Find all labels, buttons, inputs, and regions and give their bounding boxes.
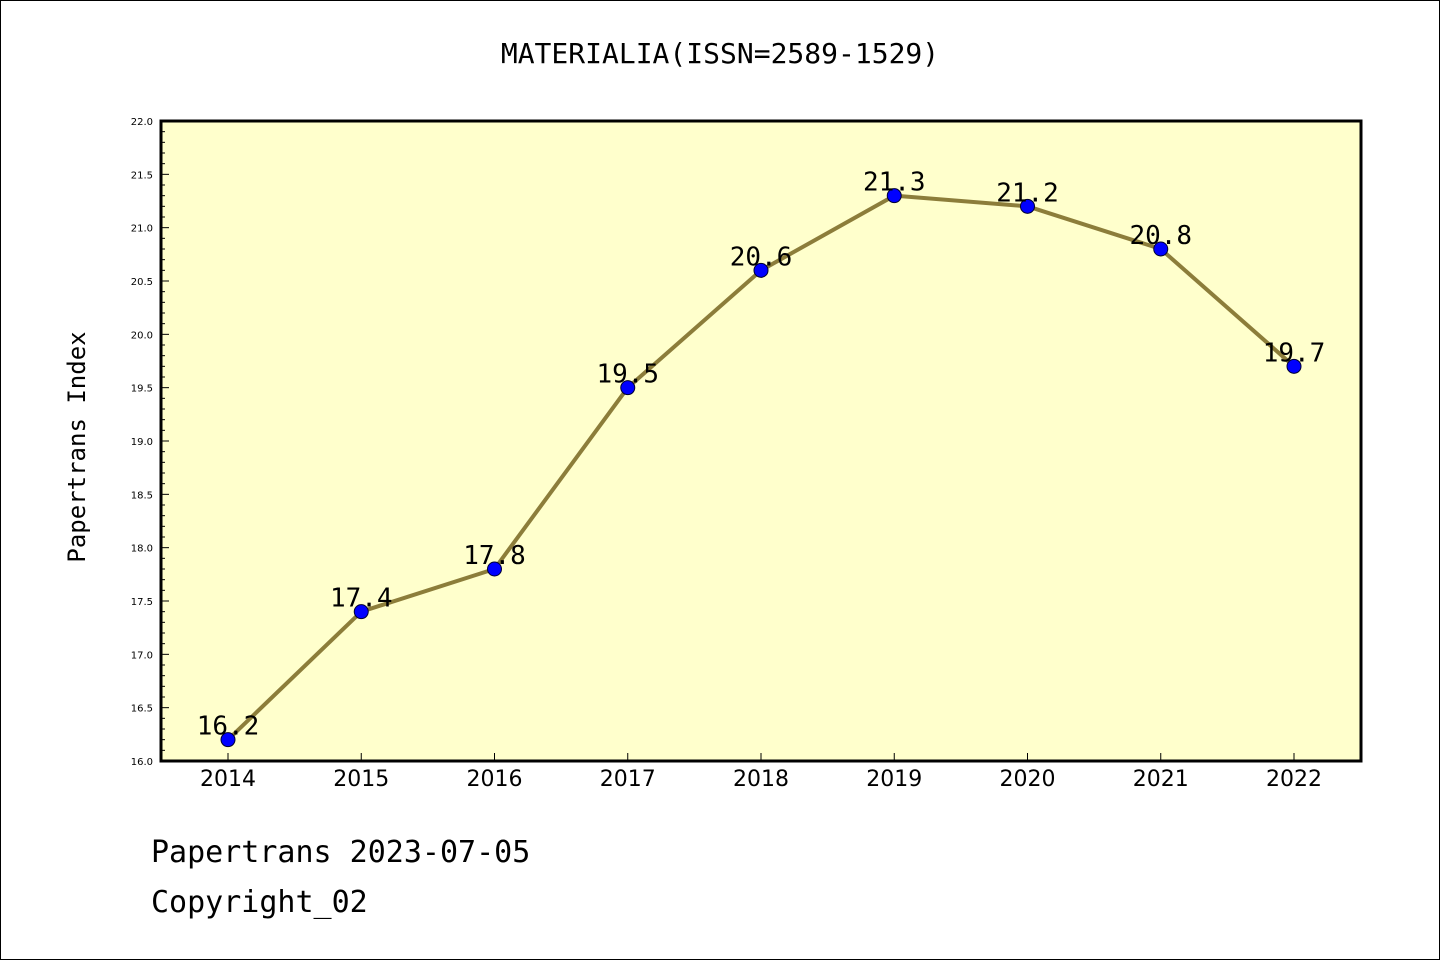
x-tick-label: 2021 <box>1133 767 1189 792</box>
data-label: 20.8 <box>1129 221 1192 251</box>
data-point <box>487 561 502 577</box>
data-point <box>1286 358 1302 374</box>
y-tick-label: 18.0 <box>131 544 153 555</box>
data-label: 20.6 <box>730 242 793 272</box>
y-tick-label: 22.0 <box>131 117 153 128</box>
x-tick-label: 2022 <box>1266 767 1322 792</box>
x-tick-label: 2019 <box>866 767 922 792</box>
y-tick-label: 21.0 <box>131 224 153 235</box>
y-tick-label: 20.0 <box>131 330 153 341</box>
data-point <box>220 732 236 748</box>
data-point <box>620 380 636 396</box>
plot-border <box>159 119 1363 763</box>
data-label: 17.8 <box>463 541 526 571</box>
y-tick-label: 16.5 <box>131 704 153 715</box>
plot-area <box>161 121 1361 761</box>
x-tick-label: 2017 <box>600 767 656 792</box>
data-point <box>1020 198 1035 214</box>
y-tick-label: 18.5 <box>131 490 153 501</box>
y-tick-label: 21.5 <box>131 170 153 181</box>
footer-date: Papertrans 2023-07-05 <box>151 835 531 870</box>
data-label: 21.3 <box>863 168 926 198</box>
data-point <box>353 604 369 620</box>
data-label: 19.5 <box>596 360 659 390</box>
data-point <box>886 188 902 204</box>
x-tick-label: 2016 <box>467 767 523 792</box>
chart-title: MATERIALIA(ISSN=2589-1529) <box>500 37 940 70</box>
y-tick-label: 19.0 <box>131 437 153 448</box>
x-tick-label: 2020 <box>1000 767 1056 792</box>
footer-copyright: Copyright_02 <box>151 885 368 920</box>
data-label: 17.4 <box>330 584 393 614</box>
data-label: 21.2 <box>996 178 1059 208</box>
x-tick-label: 2014 <box>200 767 256 792</box>
data-point <box>753 262 769 278</box>
y-tick-label: 20.5 <box>131 277 153 288</box>
y-tick-label: 16.0 <box>131 757 153 768</box>
x-tick-label: 2018 <box>733 767 789 792</box>
y-tick-label: 17.5 <box>131 597 153 608</box>
x-tick-label: 2015 <box>333 767 389 792</box>
data-label: 19.7 <box>1263 338 1326 368</box>
y-tick-label: 17.0 <box>131 650 153 661</box>
data-label: 16.2 <box>197 712 260 742</box>
data-point <box>1153 241 1169 257</box>
y-tick-label: 19.5 <box>131 384 153 395</box>
